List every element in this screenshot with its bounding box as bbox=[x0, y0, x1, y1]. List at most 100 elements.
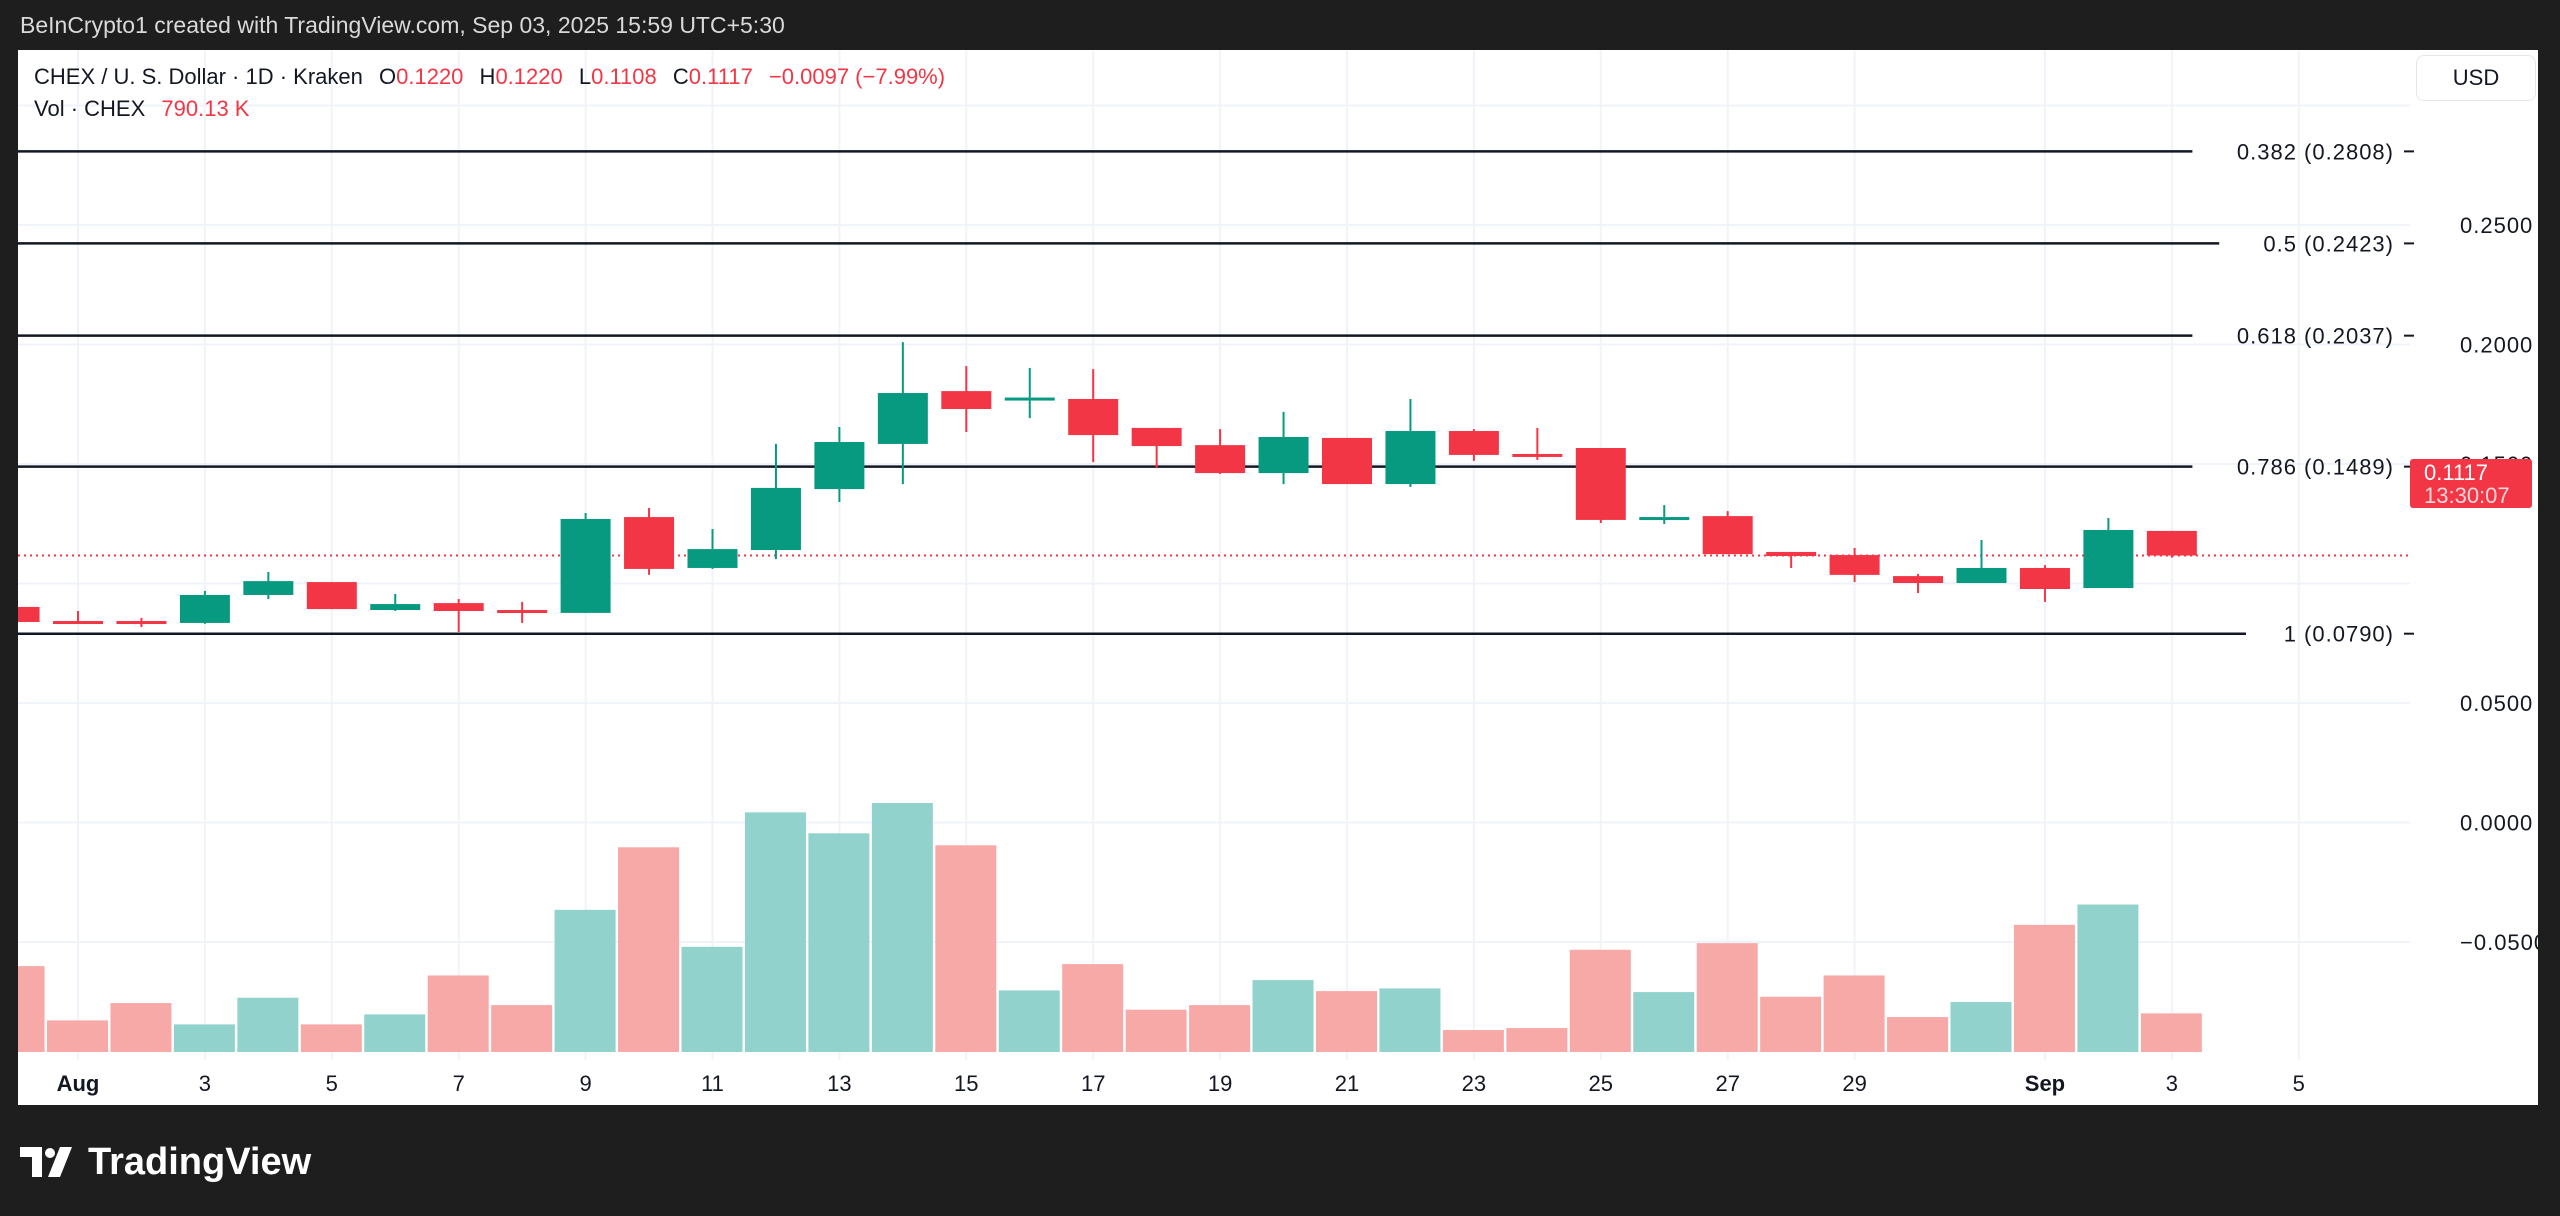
volume-bar bbox=[681, 946, 743, 1052]
high-value: 0.1220 bbox=[495, 64, 563, 89]
candle-body[interactable] bbox=[2146, 530, 2197, 556]
volume-bar bbox=[1062, 964, 1124, 1052]
volume-bar bbox=[364, 1014, 426, 1052]
date-axis-label: 13 bbox=[827, 1071, 851, 1096]
price-axis-label: 0.0000 bbox=[2460, 811, 2533, 836]
candle-body[interactable] bbox=[116, 621, 167, 625]
fib-level-label: 1 (0.0790) bbox=[2284, 622, 2394, 647]
symbol-title[interactable]: CHEX / U. S. Dollar · 1D · Kraken bbox=[34, 64, 363, 89]
candle-body[interactable] bbox=[1004, 397, 1055, 401]
volume-bar bbox=[237, 997, 299, 1052]
candle-body[interactable] bbox=[1766, 551, 1817, 557]
date-axis-label: 29 bbox=[1842, 1071, 1866, 1096]
chart-panel[interactable]: 0.382 (0.2808) 0.5 (0.2423) 0.618 (0.2037)… bbox=[18, 50, 2538, 1105]
volume-bar bbox=[618, 847, 680, 1052]
date-axis-label: 7 bbox=[453, 1071, 465, 1096]
volume-bar bbox=[2013, 924, 2075, 1052]
volume-bar bbox=[808, 833, 870, 1052]
volume-bar bbox=[1569, 949, 1631, 1052]
low-value: 0.1108 bbox=[591, 64, 657, 89]
volume-bar bbox=[554, 909, 616, 1052]
candle-body[interactable] bbox=[306, 582, 357, 610]
low-label: L bbox=[578, 64, 592, 89]
candle-body[interactable] bbox=[1322, 437, 1372, 485]
date-axis-label: Sep bbox=[2025, 1071, 2065, 1096]
candle-body[interactable] bbox=[1702, 516, 1753, 555]
candle-body[interactable] bbox=[433, 603, 484, 611]
volume-bar bbox=[1125, 1009, 1187, 1052]
candle-body[interactable] bbox=[18, 606, 40, 622]
candle-body[interactable] bbox=[1448, 431, 1499, 455]
fib-level-label: 0.618 (0.2037) bbox=[2237, 324, 2394, 349]
volume-bar bbox=[871, 803, 933, 1052]
candlestick-chart[interactable]: 0.382 (0.2808) 0.5 (0.2423) 0.618 (0.2037)… bbox=[18, 50, 2538, 1105]
date-axis-label: Aug bbox=[57, 1071, 100, 1096]
candle-body[interactable] bbox=[687, 549, 738, 568]
price-axis-label: 0.0500 bbox=[2460, 691, 2533, 716]
candle-body[interactable] bbox=[877, 393, 928, 444]
volume-bar bbox=[1760, 996, 1822, 1052]
date-axis-label: 23 bbox=[1462, 1071, 1486, 1096]
high-label: H bbox=[479, 64, 496, 89]
change-value: −0.0097 (−7.99%) bbox=[768, 64, 946, 89]
candle-body[interactable] bbox=[2019, 567, 2070, 589]
logo-text: TradingView bbox=[88, 1140, 312, 1183]
date-axis-label: 9 bbox=[579, 1071, 591, 1096]
candle-body[interactable] bbox=[814, 442, 865, 490]
volume-bar bbox=[1252, 980, 1314, 1052]
candle-body[interactable] bbox=[560, 518, 611, 613]
volume-bar bbox=[491, 1005, 553, 1052]
price-axis-label: −0.0500 bbox=[2460, 930, 2538, 955]
volume-bar bbox=[1379, 988, 1441, 1052]
close-label: C bbox=[672, 64, 689, 89]
fib-level-label: 0.382 (0.2808) bbox=[2237, 139, 2394, 164]
volume-label[interactable]: Vol · CHEX bbox=[34, 96, 146, 121]
candle-body[interactable] bbox=[1512, 453, 1563, 457]
candle-body[interactable] bbox=[941, 391, 992, 410]
volume-bar bbox=[1950, 1002, 2012, 1052]
date-axis-label: 17 bbox=[1081, 1071, 1105, 1096]
volume-bar bbox=[2077, 904, 2139, 1052]
date-axis-label: 25 bbox=[1589, 1071, 1613, 1096]
date-axis-label: 5 bbox=[326, 1071, 338, 1096]
last-price-tag: 0.1117 13:30:07 bbox=[2410, 459, 2532, 508]
candle-body[interactable] bbox=[1385, 431, 1436, 485]
volume-bar bbox=[110, 1003, 172, 1052]
candle-body[interactable] bbox=[370, 604, 421, 611]
fib-level-label: 0.786 (0.1489) bbox=[2237, 455, 2394, 480]
volume-bar bbox=[173, 1024, 235, 1052]
candle-body[interactable] bbox=[243, 581, 294, 595]
candle-body[interactable] bbox=[1893, 576, 1944, 584]
price-axis-label: 0.2500 bbox=[2460, 213, 2533, 238]
candle-body[interactable] bbox=[1575, 447, 1626, 520]
candle-body[interactable] bbox=[1258, 436, 1309, 474]
volume-bar bbox=[998, 990, 1060, 1052]
volume-value: 790.13 K bbox=[161, 96, 250, 121]
candle-body[interactable] bbox=[179, 594, 230, 623]
chart-attribution: BeInCrypto1 created with TradingView.com… bbox=[20, 12, 785, 38]
date-axis-label: 11 bbox=[701, 1071, 724, 1096]
candle-body[interactable] bbox=[1829, 555, 1880, 575]
candle-body[interactable] bbox=[1639, 517, 1690, 521]
candle-body[interactable] bbox=[53, 621, 103, 625]
candle-body[interactable] bbox=[1068, 398, 1119, 436]
currency-button[interactable]: USD bbox=[2416, 55, 2536, 101]
tradingview-logo[interactable]: TradingView bbox=[20, 1140, 311, 1184]
volume-bar bbox=[1506, 1028, 1568, 1052]
price-axis-label: 0.2000 bbox=[2460, 333, 2533, 358]
candle-body[interactable] bbox=[1131, 427, 1182, 447]
open-label: O bbox=[379, 64, 397, 89]
volume-bar bbox=[18, 966, 45, 1052]
candle-body[interactable] bbox=[1956, 567, 2007, 584]
candle-body[interactable] bbox=[2083, 529, 2134, 589]
volume-bar bbox=[1823, 975, 1885, 1052]
volume-legend: Vol · CHEX 790.13 K bbox=[34, 96, 249, 122]
last-price: 0.1117 bbox=[2424, 460, 2489, 485]
volume-bar bbox=[1442, 1030, 1504, 1052]
candle-body[interactable] bbox=[624, 517, 675, 569]
volume-bar bbox=[2140, 1013, 2202, 1052]
symbol-legend: CHEX / U. S. Dollar · 1D · Kraken O 0.122… bbox=[34, 64, 945, 90]
candle-body[interactable] bbox=[497, 610, 548, 614]
candle-body[interactable] bbox=[1195, 445, 1246, 474]
candle-body[interactable] bbox=[750, 487, 801, 551]
